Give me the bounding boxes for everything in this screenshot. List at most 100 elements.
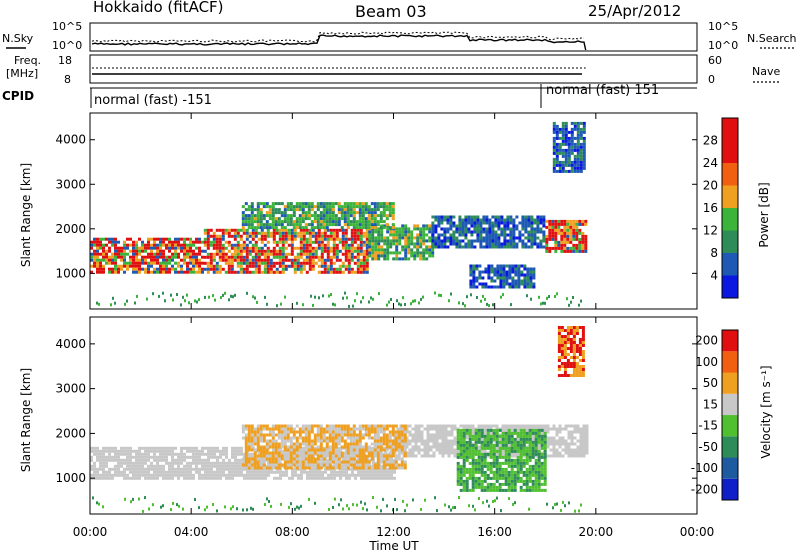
echo-cell [397,436,401,440]
echo-cell [561,169,565,173]
echo-cell [300,449,303,453]
echo-cell [292,211,296,215]
echo-cell [370,202,374,206]
echo-cell [367,466,371,470]
echo-cell [391,226,395,230]
echo-cell [370,457,374,461]
echo-cell [209,252,213,256]
echo-cell [316,430,320,434]
echo-cell [376,208,380,212]
echo-cell [515,215,519,219]
echo-cell [362,255,366,259]
echo-cell [462,428,466,432]
echo-cell [425,257,429,261]
echo-cell [310,205,314,209]
echo-cell [572,228,576,232]
echo-cell [328,448,332,452]
echo-cell [258,473,261,477]
echo-cell [263,264,267,268]
echo-cell [542,218,546,222]
echo-cell [209,228,213,232]
echo-cell [310,223,314,227]
echo-cell [472,276,476,280]
echo-cell [135,452,138,456]
echo-cell [209,234,213,238]
echo-cell [159,452,162,456]
echo-cell [475,264,479,268]
echo-cell [102,449,105,453]
echo-cell [500,215,504,219]
echo-cell [108,249,111,253]
echo-cell [576,427,580,431]
echo-cell [240,473,243,477]
echo-cell [447,439,451,443]
echo-cell [214,298,216,302]
echo-cell [529,273,533,277]
echo-cell [241,214,245,218]
echo-cell [257,258,261,262]
echo-cell [498,452,502,456]
echo-cell [376,460,380,464]
echo-cell [162,458,165,462]
echo-cell [480,452,484,456]
echo-cell [376,205,380,209]
echo-cell [204,461,207,465]
echo-cell [111,476,114,480]
echo-cell [262,460,266,464]
echo-cell [552,157,556,161]
echo-cell [554,246,558,250]
echo-cell [90,464,93,468]
echo-cell [147,473,150,477]
echo-cell [438,451,442,455]
echo-cell [237,452,240,456]
echo-cell [503,227,507,231]
echo-cell [570,136,574,140]
echo-cell [498,461,502,465]
echo-cell [138,461,141,465]
echo-cell [241,220,245,224]
echo-cell [486,485,490,489]
echo-cell [561,160,565,164]
echo-cell [504,443,508,447]
echo-cell [397,457,401,461]
echo-cell [266,249,270,253]
echo-cell [177,455,180,459]
echo-cell [361,211,365,215]
echo-cell [579,454,583,458]
echo-cell [382,208,386,212]
echo-cell [285,473,288,477]
echo-cell [156,467,159,471]
echo-cell [301,424,305,428]
echo-cell [189,237,192,241]
echo-cell [150,252,153,256]
echo-cell [492,446,496,450]
echo-cell [512,236,516,240]
echo-cell [483,443,487,447]
echo-cell [391,214,395,218]
echo-cell [120,258,123,262]
echo-cell [480,473,484,477]
echo-cell [483,427,487,431]
echo-cell [386,303,388,307]
echo-cell [201,446,204,450]
echo-cell [174,452,177,456]
echo-cell [307,424,311,428]
echo-cell [195,252,198,256]
echo-cell [296,252,300,256]
echo-cell [147,470,150,474]
echo-cell [450,424,454,428]
echo-cell [337,424,341,428]
echo-cell [364,211,368,215]
echo-cell [102,464,105,468]
echo-cell [314,240,318,244]
echo-cell [287,258,291,262]
echo-cell [356,243,360,247]
echo-cell [96,243,99,247]
echo-cell [388,205,392,209]
echo-cell [517,273,521,277]
echo-cell [231,464,234,468]
echo-cell [364,424,368,428]
echo-cell [480,461,484,465]
echo-cell [192,449,195,453]
echo-cell [275,255,279,259]
